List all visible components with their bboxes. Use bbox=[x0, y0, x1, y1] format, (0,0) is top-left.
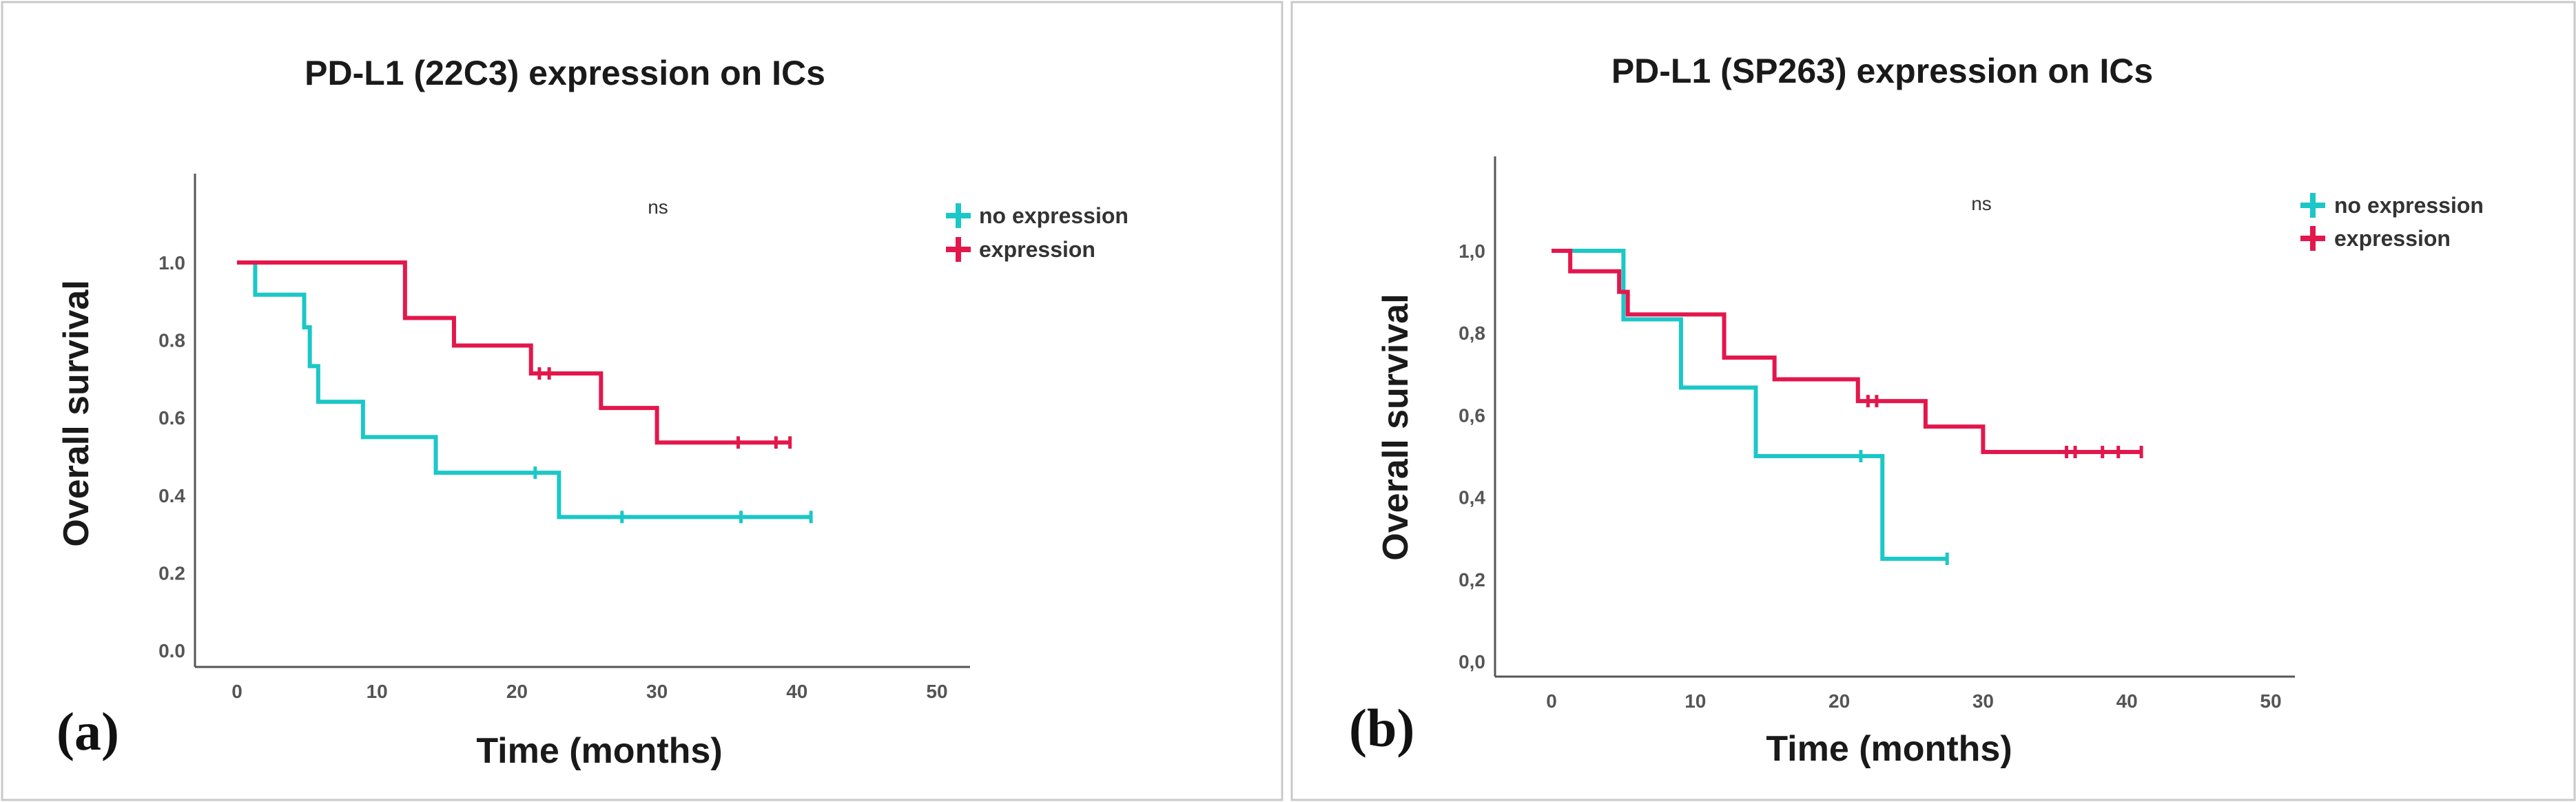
legend-label: expression bbox=[979, 237, 1095, 262]
legend-label: no expression bbox=[979, 203, 1129, 228]
x-tick-label: 10 bbox=[1684, 690, 1706, 712]
panel-label: (b) bbox=[1349, 698, 1414, 758]
chart-title: PD-L1 (22C3) expression on ICs bbox=[305, 54, 825, 92]
x-tick-label: 40 bbox=[2116, 690, 2138, 712]
x-tick-label: 0 bbox=[231, 681, 243, 702]
panel-frame bbox=[1290, 1, 2576, 801]
x-tick-label: 0 bbox=[1546, 690, 1557, 712]
y-tick-label: 1.0 bbox=[158, 252, 185, 274]
significance-annotation: ns bbox=[648, 196, 668, 218]
y-tick-label: 1,0 bbox=[1459, 240, 1485, 262]
x-tick-label: 30 bbox=[646, 681, 668, 702]
km-curve-expression bbox=[1552, 249, 2142, 455]
x-tick-label: 20 bbox=[506, 681, 528, 702]
y-tick-label: 0,8 bbox=[1459, 322, 1485, 344]
legend-label: no expression bbox=[2334, 193, 2484, 218]
panel-b: 0,0 0,2 0,4 0,6 0,8 1,0 0 10 20 30 40 50 PD-L1 (SP26… bbox=[1290, 1, 2576, 801]
x-tick-label: 40 bbox=[786, 681, 807, 702]
y-tick-label: 0.0 bbox=[158, 640, 185, 661]
y-tick-label: 0,0 bbox=[1459, 651, 1485, 672]
y-tick-label: 0,6 bbox=[1459, 404, 1485, 426]
y-tick-label: 0,4 bbox=[1459, 487, 1485, 508]
x-tick-label: 10 bbox=[367, 681, 388, 702]
y-tick-label: 0,2 bbox=[1459, 569, 1485, 590]
x-tick-label: 20 bbox=[1828, 690, 1850, 712]
y-tick-label: 0.6 bbox=[158, 407, 185, 429]
x-tick-label: 50 bbox=[926, 681, 947, 702]
x-axis-label: Time (months) bbox=[476, 731, 722, 771]
legend-label: expression bbox=[2334, 226, 2451, 251]
panel-a: 0.0 0.2 0.4 0.6 0.8 1.0 0 10 20 30 40 50 PD-L1 (22C3… bbox=[1, 1, 1284, 801]
km-curve-no-expression bbox=[1552, 249, 1948, 561]
y-axis-label: Overall survival bbox=[56, 280, 96, 546]
x-tick-label: 30 bbox=[1972, 690, 1994, 712]
x-axis-label: Time (months) bbox=[1766, 729, 2012, 769]
y-axis-label: Overall survival bbox=[1376, 294, 1416, 560]
y-tick-label: 0.4 bbox=[158, 485, 185, 506]
y-tick-label: 0.8 bbox=[158, 330, 185, 351]
panel-label: (a) bbox=[56, 701, 119, 761]
x-tick-label: 50 bbox=[2260, 690, 2281, 712]
chart-title: PD-L1 (SP263) expression on ICs bbox=[1611, 52, 2153, 90]
km-curve-expression bbox=[237, 260, 790, 445]
km-curve-no-expression bbox=[237, 260, 812, 520]
y-tick-label: 0.2 bbox=[158, 562, 185, 584]
significance-annotation: ns bbox=[1971, 193, 1992, 214]
